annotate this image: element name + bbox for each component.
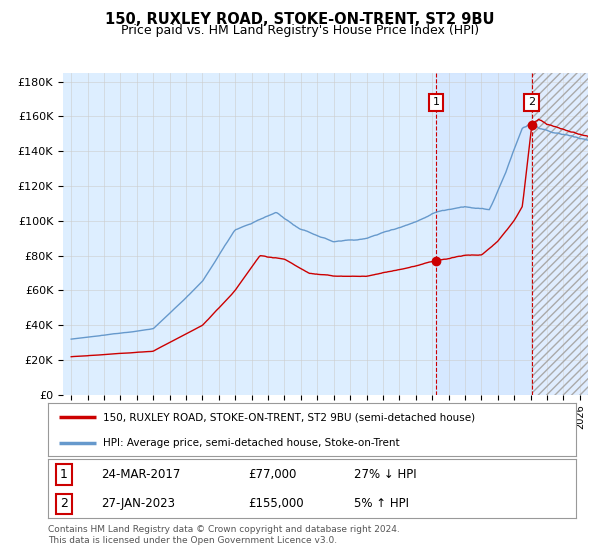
Text: 2: 2 <box>60 497 68 510</box>
Text: 5% ↑ HPI: 5% ↑ HPI <box>354 497 409 510</box>
Text: 1: 1 <box>60 468 68 481</box>
Text: HPI: Average price, semi-detached house, Stoke-on-Trent: HPI: Average price, semi-detached house,… <box>103 437 400 447</box>
Bar <box>532 73 588 395</box>
Bar <box>436 73 588 395</box>
Text: £155,000: £155,000 <box>248 497 304 510</box>
Text: 27-JAN-2023: 27-JAN-2023 <box>101 497 175 510</box>
Text: 150, RUXLEY ROAD, STOKE-ON-TRENT, ST2 9BU: 150, RUXLEY ROAD, STOKE-ON-TRENT, ST2 9B… <box>105 12 495 27</box>
Text: Price paid vs. HM Land Registry's House Price Index (HPI): Price paid vs. HM Land Registry's House … <box>121 24 479 36</box>
Text: £77,000: £77,000 <box>248 468 297 481</box>
Text: 150, RUXLEY ROAD, STOKE-ON-TRENT, ST2 9BU (semi-detached house): 150, RUXLEY ROAD, STOKE-ON-TRENT, ST2 9B… <box>103 412 476 422</box>
Text: 27% ↓ HPI: 27% ↓ HPI <box>354 468 417 481</box>
Bar <box>532 73 588 395</box>
Text: 2: 2 <box>529 97 535 108</box>
Text: Contains HM Land Registry data © Crown copyright and database right 2024.
This d: Contains HM Land Registry data © Crown c… <box>48 525 400 545</box>
Text: 24-MAR-2017: 24-MAR-2017 <box>101 468 180 481</box>
Text: 1: 1 <box>433 97 439 108</box>
